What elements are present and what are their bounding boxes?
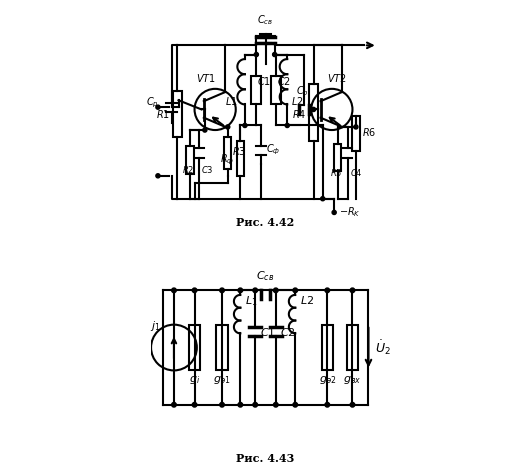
Bar xyxy=(322,324,333,370)
Text: Рис. 4.43: Рис. 4.43 xyxy=(236,453,295,464)
Text: $R5$: $R5$ xyxy=(330,166,342,178)
Circle shape xyxy=(273,403,278,407)
Bar xyxy=(251,76,261,104)
Circle shape xyxy=(238,403,243,407)
Circle shape xyxy=(253,403,258,407)
Bar xyxy=(271,76,281,104)
Text: $j_1$: $j_1$ xyxy=(150,319,161,333)
Text: $g_{вх}$: $g_{вх}$ xyxy=(344,374,362,386)
Circle shape xyxy=(321,197,325,201)
Circle shape xyxy=(273,288,278,293)
Text: $VT2$: $VT2$ xyxy=(327,72,346,84)
Circle shape xyxy=(220,403,224,407)
Circle shape xyxy=(192,403,197,407)
Circle shape xyxy=(172,288,176,293)
Circle shape xyxy=(312,107,315,112)
Circle shape xyxy=(226,125,230,129)
Text: $R_ф$: $R_ф$ xyxy=(220,153,235,167)
Text: $C1$: $C1$ xyxy=(260,326,276,338)
Text: $C_{св}$: $C_{св}$ xyxy=(256,269,275,283)
Bar xyxy=(310,84,318,141)
Circle shape xyxy=(272,53,277,57)
Circle shape xyxy=(203,128,207,132)
Circle shape xyxy=(293,288,297,293)
Circle shape xyxy=(253,288,258,293)
Text: $C1$: $C1$ xyxy=(258,75,271,87)
Circle shape xyxy=(325,288,330,293)
Text: $C_р$: $C_р$ xyxy=(296,85,309,99)
Text: $VT1$: $VT1$ xyxy=(196,72,216,84)
Text: $C2$: $C2$ xyxy=(277,75,291,87)
Text: $C4$: $C4$ xyxy=(350,166,363,178)
Text: $-R_K$: $-R_K$ xyxy=(339,206,361,219)
Circle shape xyxy=(156,105,160,109)
Text: $C3$: $C3$ xyxy=(201,165,214,175)
Text: $L1$: $L1$ xyxy=(225,96,238,107)
Text: $R1$: $R1$ xyxy=(157,108,170,120)
Bar xyxy=(352,116,360,150)
Text: $L2$: $L2$ xyxy=(300,294,314,306)
Text: $C2$: $C2$ xyxy=(280,326,296,338)
Text: $C_р$: $C_р$ xyxy=(147,96,159,110)
Circle shape xyxy=(332,210,336,214)
Text: $R4$: $R4$ xyxy=(293,108,307,120)
Bar xyxy=(186,146,194,174)
Text: $L_1$: $L_1$ xyxy=(245,294,258,308)
Circle shape xyxy=(156,174,160,178)
Circle shape xyxy=(350,403,355,407)
Text: $R3$: $R3$ xyxy=(233,145,246,157)
Circle shape xyxy=(254,53,259,57)
Text: $R6$: $R6$ xyxy=(362,126,376,138)
Text: $C_{св}$: $C_{св}$ xyxy=(258,13,273,27)
Circle shape xyxy=(285,123,289,128)
Bar xyxy=(224,137,231,169)
Text: $L2$: $L2$ xyxy=(290,96,303,107)
Text: Рис. 4.42: Рис. 4.42 xyxy=(236,218,295,228)
Text: $\dot{U}_2$: $\dot{U}_2$ xyxy=(375,338,391,357)
Bar xyxy=(189,324,200,370)
Circle shape xyxy=(350,288,355,293)
Bar xyxy=(216,324,228,370)
Circle shape xyxy=(293,403,297,407)
Circle shape xyxy=(325,403,330,407)
Circle shape xyxy=(238,288,243,293)
Bar xyxy=(334,144,341,171)
Text: $g_i$: $g_i$ xyxy=(189,374,200,386)
Text: $g_{э2}$: $g_{э2}$ xyxy=(319,374,336,386)
Circle shape xyxy=(243,123,247,128)
Bar xyxy=(173,91,182,137)
Circle shape xyxy=(192,288,197,293)
Bar xyxy=(347,324,358,370)
Bar xyxy=(237,141,244,176)
Text: $C_ф$: $C_ф$ xyxy=(266,142,280,157)
Text: $R2$: $R2$ xyxy=(182,165,194,175)
Circle shape xyxy=(220,288,224,293)
Circle shape xyxy=(354,125,358,129)
Text: $g_{э1}$: $g_{э1}$ xyxy=(213,374,231,386)
Circle shape xyxy=(172,403,176,407)
